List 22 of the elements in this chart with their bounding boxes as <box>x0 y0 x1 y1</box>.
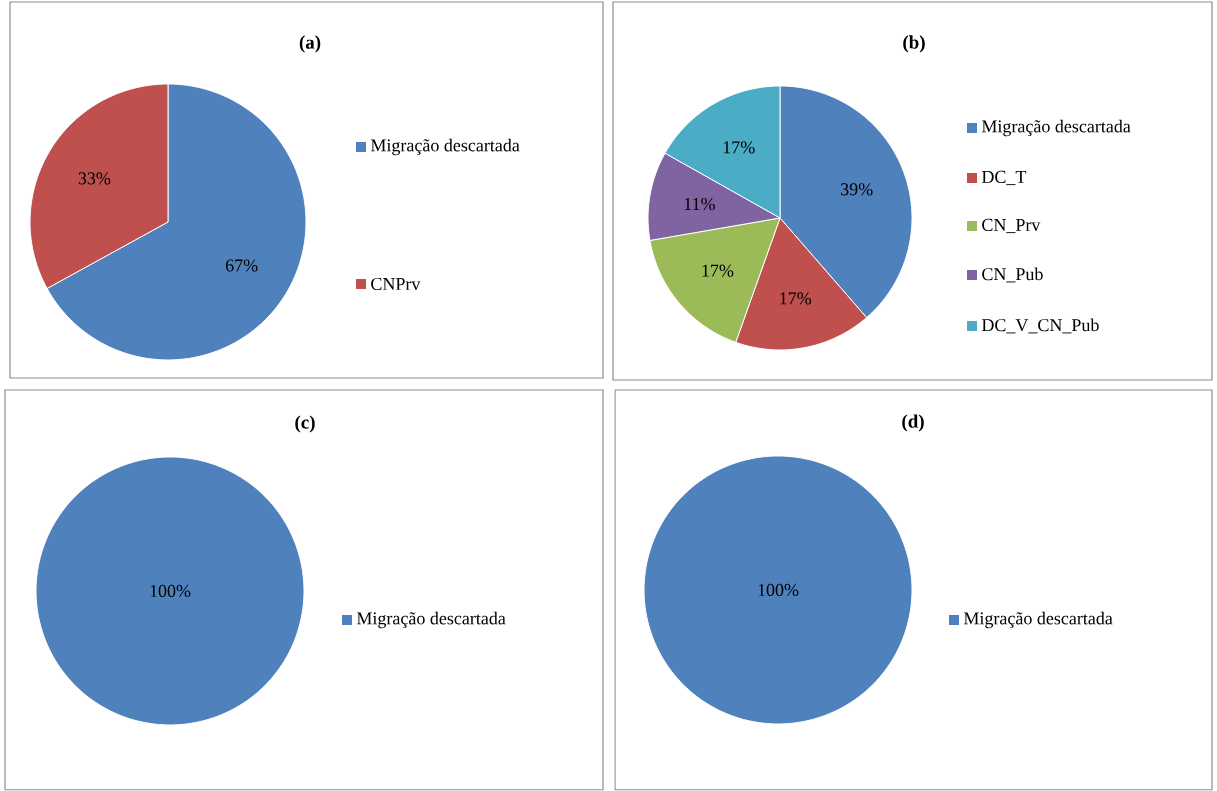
chart-title: (c) <box>295 415 315 433</box>
legend-label: CN_Pub <box>982 267 1043 283</box>
data-label: 17% <box>702 264 734 278</box>
legend-label: Migração descartada <box>356 612 506 629</box>
chart-title: (b) <box>903 35 925 53</box>
legend-label: CN_Prv <box>982 219 1041 234</box>
legend-label: DC_V_CN_Pub <box>981 318 1099 334</box>
chart-title: (a) <box>299 35 321 53</box>
legend-label: Migração descartada <box>981 120 1131 137</box>
data-label: 33% <box>78 172 111 185</box>
legend-label: Migração descartada <box>370 139 520 156</box>
legend-label: DC_T <box>981 171 1027 186</box>
data-label: 17% <box>723 141 755 154</box>
data-label: 11% <box>684 198 715 211</box>
data-label: 17% <box>780 292 812 305</box>
data-label: 39% <box>841 183 873 196</box>
chart-title: (d) <box>902 414 924 432</box>
data-label: 67% <box>225 259 258 272</box>
data-label: 100% <box>150 585 191 598</box>
legend-label: CNPrv <box>371 278 421 291</box>
legend-label: Migração descartada <box>963 612 1113 629</box>
data-label: 100% <box>758 584 799 597</box>
